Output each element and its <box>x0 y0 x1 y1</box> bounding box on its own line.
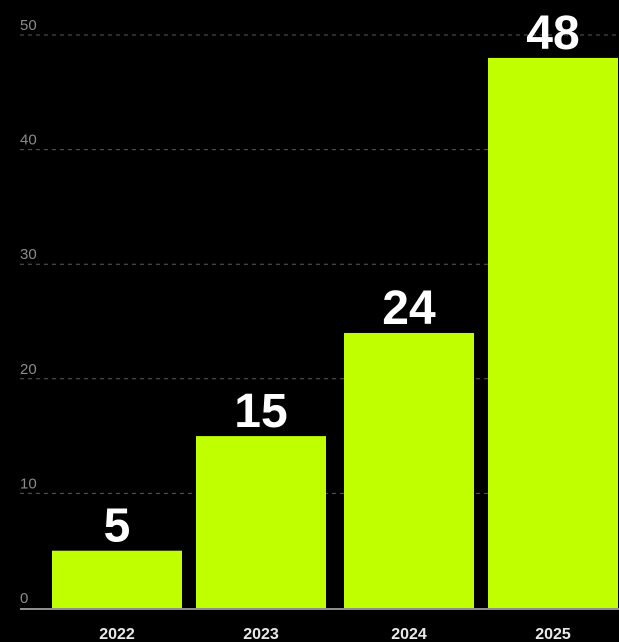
data-label: 24 <box>382 282 436 335</box>
x-tick-label: 2022 <box>99 626 135 642</box>
y-axis-tick-labels: 0 10 20 30 40 50 <box>20 17 37 607</box>
bar <box>488 57 618 609</box>
bar <box>52 550 182 608</box>
x-tick-label: 2024 <box>391 626 427 642</box>
y-tick-label: 50 <box>20 17 37 34</box>
data-label: 48 <box>526 7 579 60</box>
x-axis-tick-labels: 2022 2023 2024 2025 <box>99 626 571 642</box>
y-tick-label: 10 <box>20 475 37 492</box>
y-tick-label: 0 <box>20 590 28 607</box>
data-labels: 5 15 24 48 <box>104 7 580 553</box>
x-tick-label: 2025 <box>535 626 571 642</box>
y-tick-label: 20 <box>20 361 37 378</box>
bar <box>344 332 474 608</box>
bar <box>196 436 326 608</box>
data-label: 15 <box>234 385 287 438</box>
y-tick-label: 40 <box>20 132 37 149</box>
x-tick-label: 2023 <box>243 626 279 642</box>
bars <box>52 57 618 609</box>
y-tick-label: 30 <box>20 246 37 263</box>
data-label: 5 <box>104 500 131 553</box>
